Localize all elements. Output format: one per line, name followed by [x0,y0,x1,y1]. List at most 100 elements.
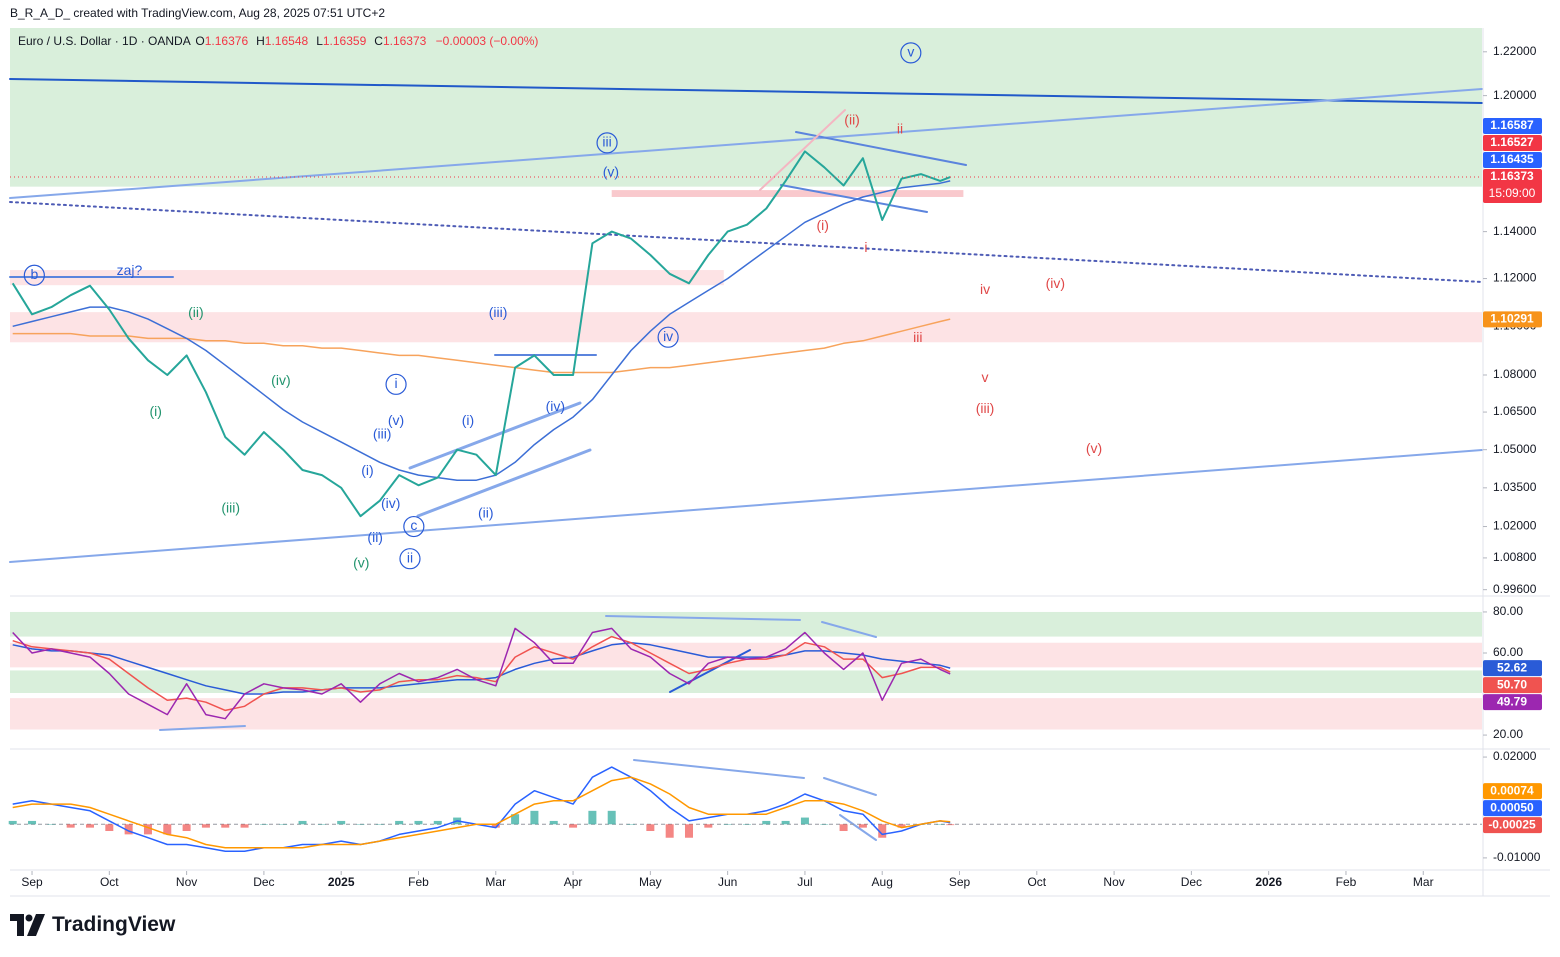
histogram-bar [665,824,674,838]
wave-label: (iv) [546,398,565,414]
histogram-bar [28,820,37,825]
wave-label: c [410,517,417,533]
y-tick-label: 1.05000 [1493,442,1537,456]
trend-line [823,777,877,796]
y-tick-label: -0.01000 [1493,850,1541,864]
x-tick-label: Apr [564,875,583,889]
wave-label: (ii) [188,304,204,320]
wave-circle [399,548,421,570]
histogram-bar [569,824,578,828]
histogram-bar [936,824,945,825]
price-label-box [1483,169,1542,204]
zone [611,190,964,197]
trend-line [839,814,877,841]
wave-label: v [907,44,914,60]
ohlc: O1.16376 H1.16548 L1.16359 C1.16373 [193,34,432,48]
y-tick-label: 1.22000 [1493,44,1537,58]
x-tick-label: Mar [485,875,506,889]
histogram-bar [946,824,955,826]
y-tick-label: 1.02000 [1493,519,1537,533]
wave-circle [657,326,679,348]
x-tick-label: Jun [718,875,737,889]
wave-label: v [982,369,989,385]
y-tick-label: 1.06500 [1493,404,1537,418]
wave-label: i [864,239,867,255]
histogram-bar [762,820,771,825]
ohlc-key: O [195,34,205,48]
trend-line [821,621,877,638]
histogram-bar [530,810,539,825]
brand: TradingView [52,913,176,936]
histogram-bar [742,824,751,825]
footer-brand: TradingView [10,913,175,937]
x-tick-label: Aug [872,875,893,889]
price-label: 50.70 [1497,677,1527,691]
series-line [12,641,951,695]
marks [8,150,1482,852]
trend-line [795,131,967,166]
wave-circle [900,42,922,64]
x-tick-label: Sep [21,875,43,889]
trend-line [9,201,1483,283]
x-tick-label: May [639,875,662,889]
wave-label: (iii) [976,400,995,416]
zone [10,670,1482,694]
zone [10,642,1482,668]
zone [10,270,724,286]
histogram-bar [66,824,75,828]
price-label: 1.16527 [1490,135,1534,149]
y-tick-label: 80.00 [1493,604,1523,618]
wave-circle [403,515,425,538]
histogram-bar [820,824,829,825]
histogram-bar [240,824,249,828]
wave-label: ii [897,121,903,137]
x-tick-label: Feb [1336,875,1357,889]
wave-label: iv [980,281,990,297]
trend-line [416,448,592,518]
zones [10,28,1482,730]
x-tick-label: 2025 [328,875,355,889]
price-label-box [1483,783,1542,800]
trend-line [605,615,801,621]
price-label-box [1483,311,1542,328]
trend-line [408,401,582,470]
y-tick-label: 1.08000 [1493,367,1537,381]
y-tick-label: 1.03500 [1493,480,1537,494]
histogram-bar [105,824,114,832]
price-label: 0.00074 [1490,783,1534,797]
histogram-bar [259,824,268,825]
histogram-bar [646,824,655,832]
wave-label: iv [663,328,673,344]
drawings [9,78,1483,841]
histogram-bar [511,814,520,825]
wave-label: (iv) [381,495,400,511]
histogram-bar [375,824,384,825]
histogram-bar [143,824,152,835]
wave-circle [23,264,45,286]
logo [10,914,45,936]
wave-circle [596,132,618,154]
wave-label: (i) [462,412,474,428]
zone [10,312,1482,343]
histogram-bar [627,824,636,825]
histogram-bar [279,824,288,825]
y-tick-label: 0.99600 [1493,582,1537,596]
x-tick-label: Sep [949,875,971,889]
wave-circle [385,373,407,395]
series-line [11,150,951,518]
histogram-bar [684,824,693,838]
wave-label: (i) [816,217,828,233]
wave-label: (i) [149,403,161,419]
histogram-bar [182,824,191,832]
histogram-bar [8,820,17,825]
histogram-bar [549,820,558,825]
series-line [12,635,951,712]
trend-line [9,78,1483,104]
x-tick-label: Dec [1181,875,1202,889]
price-label-box [1483,135,1542,152]
zone [10,28,1482,187]
histogram-bar [201,824,210,828]
y-tick-label: 20.00 [1493,727,1523,741]
wave-label: (iii) [373,425,392,441]
